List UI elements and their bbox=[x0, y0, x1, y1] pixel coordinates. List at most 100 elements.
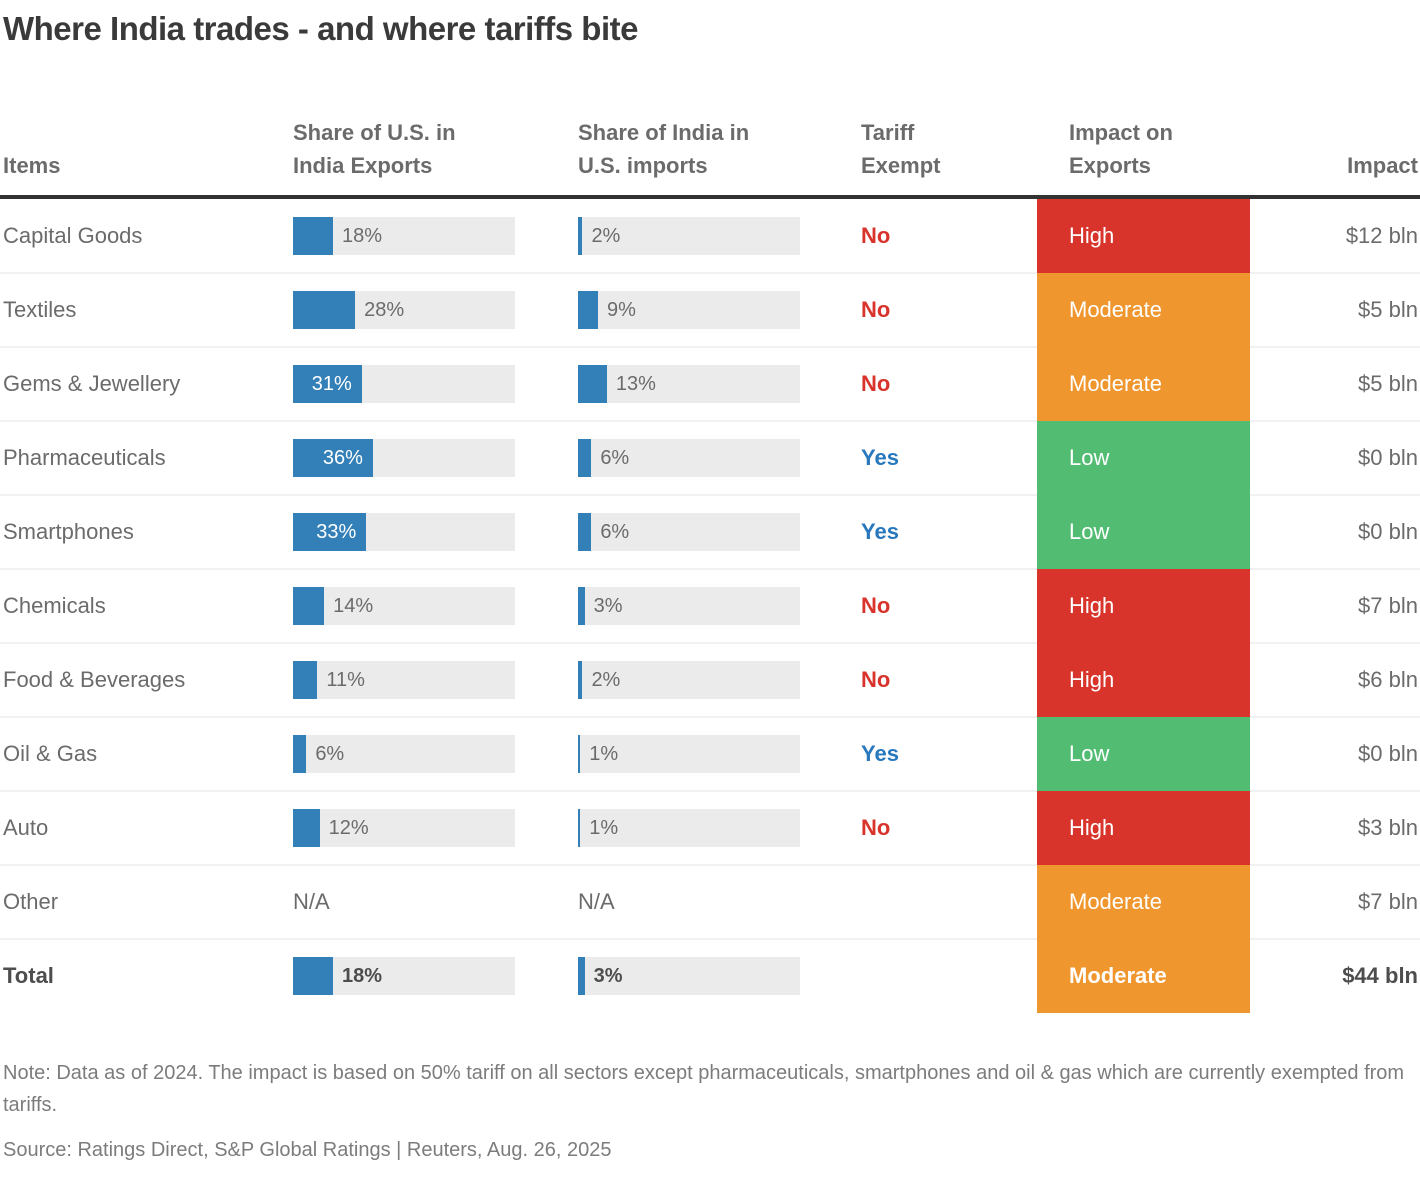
item-label: Smartphones bbox=[3, 519, 134, 544]
bar-fill bbox=[578, 217, 583, 255]
impact-value: $7 bln bbox=[1358, 593, 1418, 618]
bar-value-label: 18% bbox=[341, 964, 382, 987]
bar-track: 9% bbox=[578, 291, 800, 329]
india-share-bar: 3% bbox=[578, 957, 800, 995]
us-share-bar: 14% bbox=[293, 587, 578, 625]
header-impact: Impact bbox=[1347, 153, 1418, 178]
bar-fill bbox=[293, 809, 320, 847]
bar-value-label: 9% bbox=[606, 298, 636, 321]
us-share-bar: N/A bbox=[293, 889, 578, 915]
tariff-exempt-value: No bbox=[861, 815, 891, 840]
bar-fill: 33% bbox=[293, 513, 367, 551]
bar-track: 36% bbox=[293, 439, 515, 477]
footnote: Note: Data as of 2024. The impact is bas… bbox=[3, 1062, 1405, 1116]
impact-value: $0 bln bbox=[1358, 519, 1418, 544]
table-row: Other N/A N/A Moderate $7 bln bbox=[0, 864, 1420, 939]
us-share-bar: 11% bbox=[293, 661, 578, 699]
bar-value-label: 33% bbox=[316, 520, 357, 543]
india-share-bar: 6% bbox=[578, 513, 800, 551]
impact-value: $5 bln bbox=[1358, 297, 1418, 322]
impact-value: $44 bln bbox=[1342, 963, 1418, 988]
tariff-exempt-value: Yes bbox=[861, 519, 899, 544]
item-label: Chemicals bbox=[3, 593, 106, 618]
india-share-bar: 6% bbox=[578, 439, 800, 477]
us-share-bar: 36% bbox=[293, 439, 578, 477]
us-share-bar: 33% bbox=[293, 513, 578, 551]
tariff-exempt-value: No bbox=[861, 223, 891, 248]
india-share-bar: N/A bbox=[578, 889, 800, 915]
india-share-bar: 9% bbox=[578, 291, 800, 329]
india-share-bar: 2% bbox=[578, 661, 800, 699]
india-share-bar: 3% bbox=[578, 587, 800, 625]
header-us-share: Share of U.S. in India Exports bbox=[293, 120, 456, 178]
us-share-bar: 12% bbox=[293, 809, 578, 847]
na-label: N/A bbox=[293, 889, 330, 914]
bar-fill bbox=[578, 957, 585, 995]
bar-track: 2% bbox=[578, 217, 800, 255]
table-row: Textiles 28% 9% No Moderate $5 bln bbox=[0, 272, 1420, 347]
header-impact-on-exports: Impact on Exports bbox=[1069, 120, 1173, 178]
bar-value-label: 14% bbox=[333, 594, 374, 617]
bar-fill bbox=[293, 587, 325, 625]
bar-track: 13% bbox=[578, 365, 800, 403]
impact-value: $3 bln bbox=[1358, 815, 1418, 840]
bar-fill bbox=[293, 291, 356, 329]
bar-track: 11% bbox=[293, 661, 515, 699]
bar-fill: 31% bbox=[293, 365, 362, 403]
bar-fill bbox=[578, 661, 583, 699]
bar-track: 31% bbox=[293, 365, 515, 403]
impact-on-exports-cell: Moderate bbox=[1037, 347, 1250, 421]
tariff-exempt-value: Yes bbox=[861, 741, 899, 766]
impact-value: $0 bln bbox=[1358, 445, 1418, 470]
bar-fill bbox=[293, 217, 333, 255]
chart-title: Where India trades - and where tariffs b… bbox=[3, 10, 638, 47]
us-share-bar: 18% bbox=[293, 957, 578, 995]
bar-track: 33% bbox=[293, 513, 515, 551]
bar-track: 18% bbox=[293, 957, 515, 995]
bar-value-label: 3% bbox=[593, 594, 623, 617]
table-row: Gems & Jewellery 31% 13% No Moderate $5 … bbox=[0, 346, 1420, 421]
bar-value-label: 6% bbox=[600, 446, 630, 469]
table-row: Auto 12% 1% No High $3 bln bbox=[0, 790, 1420, 865]
bar-fill: 36% bbox=[293, 439, 373, 477]
bar-value-label: 6% bbox=[600, 520, 630, 543]
india-share-bar: 1% bbox=[578, 735, 800, 773]
impact-on-exports-cell: High bbox=[1037, 199, 1250, 273]
bar-fill bbox=[293, 661, 318, 699]
bar-track: 6% bbox=[578, 513, 800, 551]
bar-value-label: 31% bbox=[311, 372, 352, 395]
bar-value-label: 3% bbox=[593, 964, 623, 987]
bar-value-label: 11% bbox=[326, 668, 365, 691]
impact-on-exports-cell: Moderate bbox=[1037, 865, 1250, 939]
table-body: Capital Goods 18% 2% No High $12 bln Tex… bbox=[0, 199, 1420, 1013]
impact-on-exports-cell: Low bbox=[1037, 717, 1250, 791]
india-share-bar: 2% bbox=[578, 217, 800, 255]
bar-value-label: 6% bbox=[315, 742, 345, 765]
item-label: Oil & Gas bbox=[3, 741, 98, 766]
impact-value: $6 bln bbox=[1358, 667, 1418, 692]
impact-on-exports-cell: High bbox=[1037, 791, 1250, 865]
table-row: Total 18% 3% Moderate $44 bln bbox=[0, 938, 1420, 1013]
india-share-bar: 13% bbox=[578, 365, 800, 403]
bar-track: 1% bbox=[578, 735, 800, 773]
chart-container: Where India trades - and where tariffs b… bbox=[0, 10, 1420, 1162]
table-row: Capital Goods 18% 2% No High $12 bln bbox=[0, 199, 1420, 273]
impact-value: $5 bln bbox=[1358, 371, 1418, 396]
bar-track: 12% bbox=[293, 809, 515, 847]
bar-fill bbox=[578, 587, 585, 625]
us-share-bar: 18% bbox=[293, 217, 578, 255]
impact-on-exports-cell: High bbox=[1037, 569, 1250, 643]
bar-track: 1% bbox=[578, 809, 800, 847]
tariff-exempt-value: Yes bbox=[861, 445, 899, 470]
item-label: Other bbox=[3, 889, 59, 914]
bar-value-label: 1% bbox=[589, 742, 619, 765]
item-label: Total bbox=[3, 963, 54, 988]
item-label: Auto bbox=[3, 815, 49, 840]
us-share-bar: 31% bbox=[293, 365, 578, 403]
bar-fill bbox=[578, 365, 607, 403]
bar-value-label: 28% bbox=[364, 298, 405, 321]
impact-on-exports-cell: Moderate bbox=[1037, 939, 1250, 1013]
item-label: Textiles bbox=[3, 297, 77, 322]
bar-track: 28% bbox=[293, 291, 515, 329]
bar-track: 14% bbox=[293, 587, 515, 625]
